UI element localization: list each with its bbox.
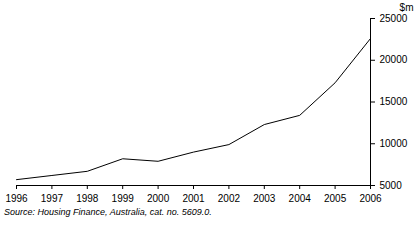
svg-text:20000: 20000 — [380, 54, 408, 65]
html-text:Source: Housing Finance, Austr: Source: Housing Finance, Australia, cat.… — [4, 207, 212, 217]
svg-text:1998: 1998 — [76, 193, 99, 204]
svg-text:10000: 10000 — [380, 138, 408, 149]
svg-text:2001: 2001 — [182, 193, 205, 204]
svg-text:1997: 1997 — [41, 193, 64, 204]
svg-text:2004: 2004 — [289, 193, 312, 204]
svg-text:2006: 2006 — [359, 193, 382, 204]
svg-text:25000: 25000 — [380, 13, 408, 24]
svg-text:1996: 1996 — [5, 193, 28, 204]
svg-text:$m: $m — [400, 2, 414, 13]
svg-text:2003: 2003 — [253, 193, 276, 204]
svg-text:2000: 2000 — [147, 193, 170, 204]
svg-text:15000: 15000 — [380, 96, 408, 107]
svg-text:2005: 2005 — [324, 193, 347, 204]
svg-text:5000: 5000 — [380, 180, 403, 191]
svg-text:1999: 1999 — [112, 193, 135, 204]
svg-text:2002: 2002 — [218, 193, 241, 204]
